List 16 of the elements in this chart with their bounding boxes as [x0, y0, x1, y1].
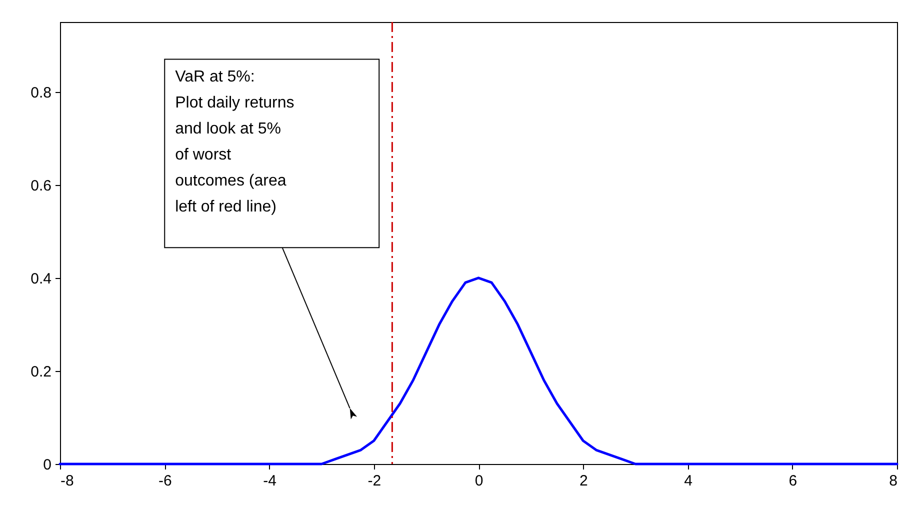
y-tick-label: 0: [43, 456, 52, 474]
x-tick-label: 6: [788, 472, 798, 490]
x-tick-label: 0: [474, 472, 484, 490]
x-tick-label: -8: [60, 472, 74, 490]
y-tick-label: 0.6: [30, 177, 52, 194]
y-tick-label: 0.2: [30, 363, 52, 380]
x-tick-label: 4: [684, 472, 692, 490]
x-tick-label: 2: [579, 472, 588, 490]
x-tick-label: -2: [368, 472, 382, 490]
y-tick-label: 0.4: [30, 270, 52, 288]
x-tick-label: -4: [263, 472, 276, 490]
x-tick-label: -6: [158, 472, 172, 490]
line-series: [58, 276, 898, 466]
y-tick-label: 0.8: [30, 84, 52, 102]
annotation: VaR at 5%: Plot daily returns and look at 5% of worst outcomes (area left of red line): [175, 68, 294, 216]
x-tick-label: 8: [889, 472, 898, 490]
